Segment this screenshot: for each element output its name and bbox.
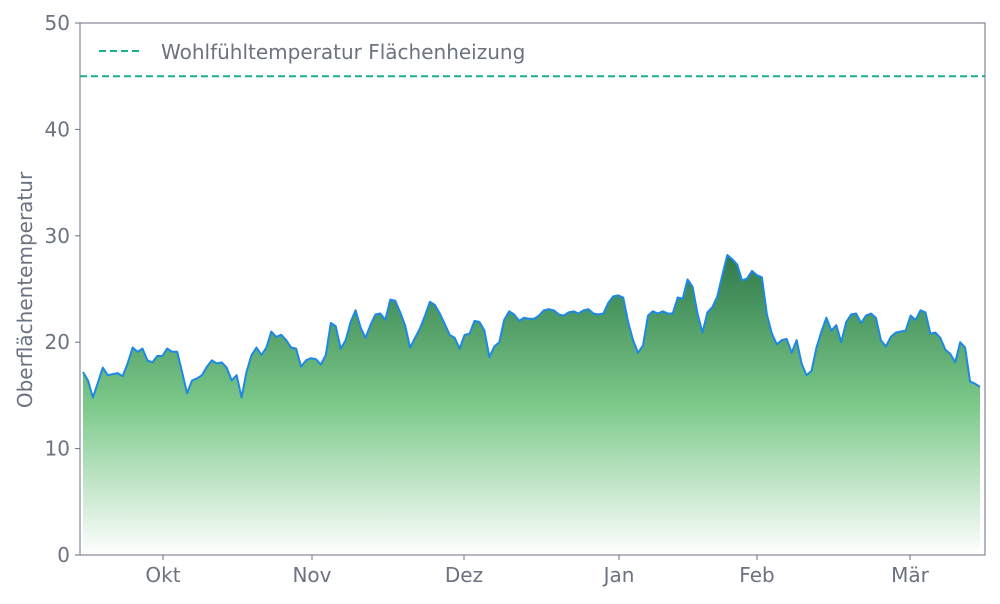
legend-label-reference: Wohlfühltemperatur Flächenheizung: [161, 40, 525, 64]
y-tick-label: 20: [45, 330, 70, 354]
legend: Wohlfühltemperatur Flächenheizung: [99, 40, 525, 64]
x-tick-label: Jan: [602, 563, 635, 587]
area-fill: [83, 255, 980, 555]
y-tick-label: 40: [45, 117, 70, 141]
x-tick-label: Feb: [739, 563, 774, 587]
x-tick-label: Dez: [445, 563, 483, 587]
x-tick-label: Okt: [145, 563, 180, 587]
y-tick-label: 0: [57, 543, 70, 567]
y-axis: 0 10 20 30 40 50: [45, 11, 80, 567]
y-axis-label: Oberflächentemperatur: [13, 171, 37, 408]
area-layer: [83, 255, 980, 555]
y-tick-label: 10: [45, 437, 70, 461]
x-tick-label: Mär: [891, 563, 930, 587]
y-tick-label: 30: [45, 224, 70, 248]
y-tick-label: 50: [45, 11, 70, 35]
x-axis: Okt Nov Dez Jan Feb Mär: [145, 555, 929, 587]
x-tick-label: Nov: [292, 563, 331, 587]
